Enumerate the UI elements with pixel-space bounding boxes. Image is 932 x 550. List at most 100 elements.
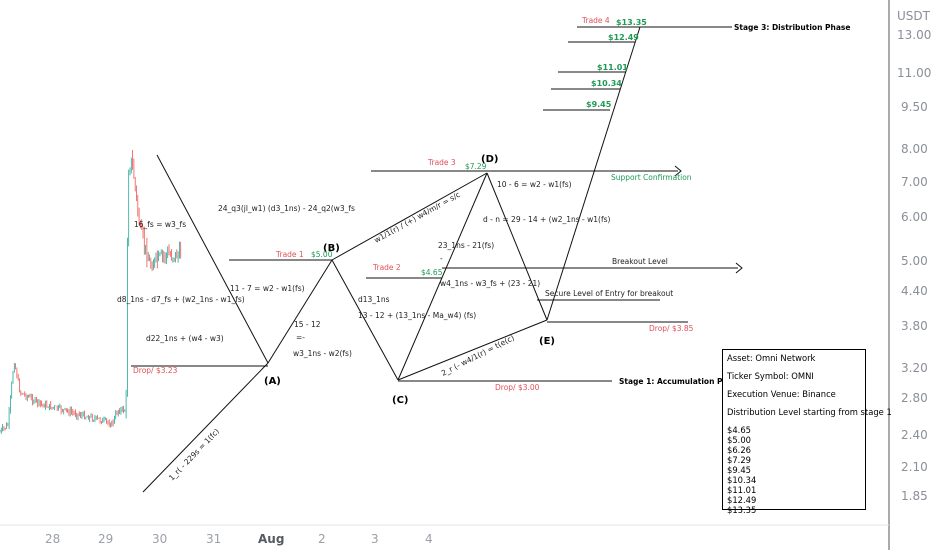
annotation: d13_1ns <box>358 295 390 304</box>
price-candles <box>0 150 182 434</box>
target-price: $12.49 <box>608 33 639 42</box>
y-tick: 6.00 <box>901 210 928 224</box>
y-tick: 13.00 <box>897 28 931 42</box>
point-label-d: (D) <box>481 154 498 165</box>
y-tick: 2.10 <box>901 460 928 474</box>
trade-label: Trade 1 <box>275 250 304 259</box>
y-tick: 8.00 <box>901 142 928 156</box>
annotation: 11 - 7 = w2 - w1(fs) <box>230 284 305 293</box>
distribution-level: $13.35 <box>727 505 757 515</box>
annotation: d - n = 29 - 14 + (w2_1ns - w1(fs) <box>483 215 611 224</box>
time-axis: 28 29 30 31 Aug 2 3 4 <box>45 532 433 546</box>
y-tick: 1.85 <box>901 489 928 503</box>
annotations: 16_fs = w3_fs d8_1ns - d7_fs + (w2_1ns -… <box>117 180 611 482</box>
annotation: 24_q3(jl_w1) (d3_1ns) - 24_q2(w3_fs <box>218 204 355 213</box>
annotation: 10 - 6 = w2 - w1(fs) <box>497 180 572 189</box>
annotation: 16_fs = w3_fs <box>134 220 186 229</box>
target-price: $9.45 <box>586 100 612 109</box>
level-lines <box>131 26 743 382</box>
trade-price: $13.35 <box>616 18 647 27</box>
trend-line <box>546 26 641 321</box>
annotation: 2_r (- w4/1(r) = t(e(c) <box>440 333 516 378</box>
distribution-level: $12.49 <box>727 495 757 505</box>
annotation: w3_1ns - w2(fs) <box>293 349 352 358</box>
trend-line <box>331 172 488 261</box>
annotation: 15 - 12 <box>294 320 321 329</box>
level-labels: Trade 1 $5.00 Trade 2 $4.65 Trade 3 $7.2… <box>133 16 850 392</box>
annotation: d8_1ns - d7_fs + (w2_1ns - w1_fs) <box>117 295 245 304</box>
y-tick: 3.80 <box>901 319 928 333</box>
y-tick: 9.50 <box>901 100 928 114</box>
trend-line <box>156 154 269 364</box>
x-tick: 28 <box>45 532 60 546</box>
distribution-level: $7.29 <box>727 455 751 465</box>
target-price: $11.01 <box>597 63 628 72</box>
annotation: 23_1ns - 21(fs) <box>438 241 494 250</box>
trade-price: $4.65 <box>421 268 443 277</box>
x-tick: 31 <box>206 532 221 546</box>
y-tick: 2.40 <box>901 428 928 442</box>
price-axis: 13.00 11.00 9.50 8.00 7.00 6.00 5.00 4.4… <box>897 28 931 503</box>
execution-venue: Execution Venue: Binance <box>727 389 836 399</box>
target-price: $10.34 <box>591 79 622 88</box>
trend-line <box>397 172 488 381</box>
distribution-heading: Distribution Level starting from stage 1 <box>727 407 892 417</box>
distribution-level: $10.34 <box>727 475 757 485</box>
asset-info-box: Asset: Omni Network Ticker Symbol: OMNI … <box>722 349 892 515</box>
point-label-c: (C) <box>392 395 408 406</box>
annotation: w1/1(r) / (+) w4/m/r = s/c <box>373 190 462 245</box>
trend-line <box>397 319 548 381</box>
y-tick: 4.40 <box>901 284 928 298</box>
point-label-b: (B) <box>323 243 340 254</box>
distribution-level: $5.00 <box>727 435 751 445</box>
x-tick: 30 <box>152 532 167 546</box>
stage3-label: Stage 3: Distribution Phase <box>734 23 850 32</box>
trade-price: $5.00 <box>311 250 333 259</box>
annotation: w4_1ns - w3_fs + (23 - 21) <box>440 279 540 288</box>
x-tick: Aug <box>258 532 284 546</box>
ticker-symbol: Ticker Symbol: OMNI <box>727 371 814 381</box>
distribution-level: $9.45 <box>727 465 751 475</box>
annotation: =- <box>296 333 305 342</box>
trade-price: $7.29 <box>465 162 487 171</box>
x-tick: 2 <box>318 532 326 546</box>
trade-label: Trade 4 <box>581 16 610 25</box>
y-tick: 11.00 <box>897 66 931 80</box>
arrow-head <box>735 262 743 274</box>
trade-label: Trade 3 <box>427 158 456 167</box>
point-label-a: (A) <box>264 376 281 387</box>
stage1-label: Stage 1: Accumulation Phase <box>619 377 742 386</box>
pattern-lines <box>142 26 641 493</box>
annotation: 1_r( - 229s = 1(fc) <box>167 427 221 483</box>
trend-line <box>267 259 333 364</box>
currency-label: USDT <box>897 9 931 23</box>
distribution-level: $4.65 <box>727 425 751 435</box>
trade-label: Trade 2 <box>372 263 401 272</box>
distribution-level: $11.01 <box>727 485 757 495</box>
annotation: 13 - 12 + (13_1ns - Ma_w4) (fs) <box>358 311 476 320</box>
trend-line <box>142 362 269 493</box>
trend-line <box>486 172 548 321</box>
y-tick: 5.00 <box>901 254 928 268</box>
support-label: Support Confirmation <box>611 173 692 182</box>
secure-entry-label: Secure Level of Entry for breakout <box>545 289 673 298</box>
point-label-e: (E) <box>539 336 555 347</box>
x-tick: 4 <box>425 532 433 546</box>
trend-line <box>331 259 399 381</box>
drop-label: Drop/ $3.23 <box>133 366 178 375</box>
asset-name: Asset: Omni Network <box>727 353 816 363</box>
drop-label: Drop/ $3.00 <box>495 383 540 392</box>
x-tick: 3 <box>371 532 379 546</box>
y-tick: 2.80 <box>901 391 928 405</box>
x-tick: 29 <box>98 532 113 546</box>
y-tick: 7.00 <box>901 175 928 189</box>
annotation: - <box>440 254 443 263</box>
annotation: d22_1ns + (w4 - w3) <box>146 334 224 343</box>
distribution-level: $6.26 <box>727 445 751 455</box>
pattern-points: (A) (B) (C) (D) (E) <box>264 154 555 406</box>
y-tick: 3.20 <box>901 361 928 375</box>
arrow-head <box>674 165 682 177</box>
drop-label: Drop/ $3.85 <box>649 324 694 333</box>
